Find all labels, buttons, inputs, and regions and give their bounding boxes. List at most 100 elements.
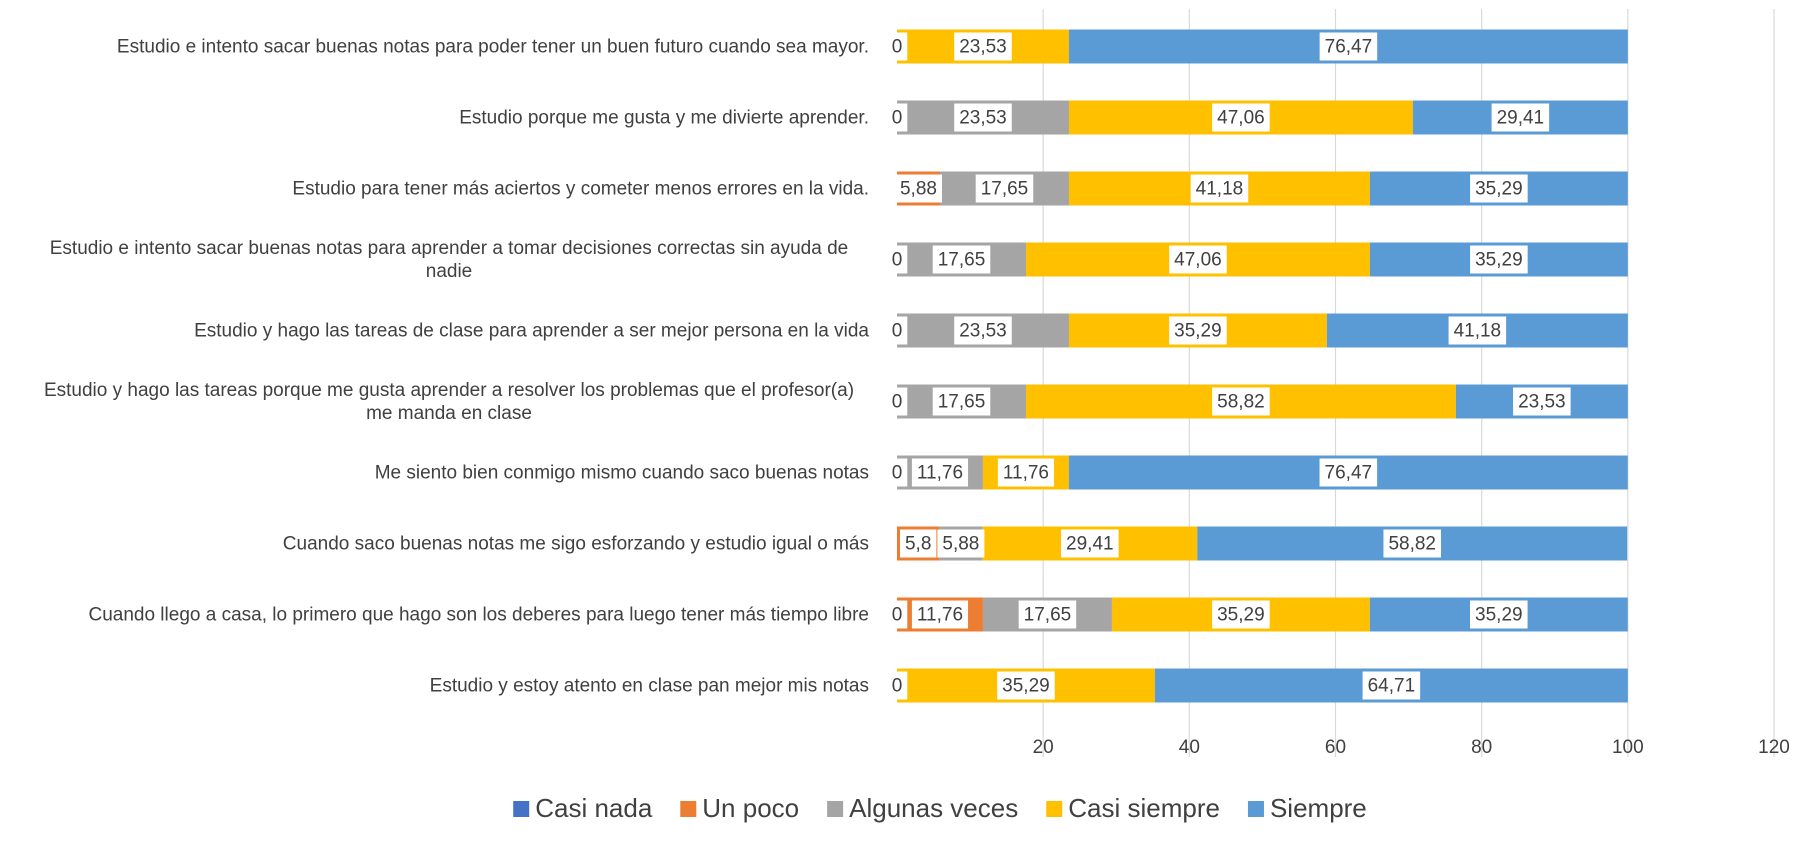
data-label: 11,76 [917, 463, 963, 484]
data-label-bg [886, 458, 908, 487]
data-label: 23,53 [959, 108, 1007, 129]
data-label: 0 [892, 108, 903, 129]
data-label: 58,82 [1388, 534, 1436, 555]
data-label-bg [886, 245, 908, 274]
data-label-bg [954, 316, 1012, 345]
legend-label: Algunas veces [849, 793, 1018, 823]
data-label-bg [886, 387, 908, 416]
data-label: 5,88 [942, 534, 979, 555]
data-label: 5,88 [900, 179, 937, 200]
data-label-bg [954, 32, 1012, 61]
x-tick-label: 60 [1325, 737, 1346, 758]
data-label: 35,29 [1174, 321, 1222, 342]
data-label-bg [1061, 529, 1119, 558]
data-label: 35,29 [1475, 179, 1523, 200]
data-label: 35,29 [1475, 250, 1523, 271]
data-label-bg [1212, 103, 1270, 132]
legend-label: Casi nada [535, 793, 653, 823]
data-label-bg [911, 458, 969, 487]
data-label-bg [1319, 32, 1378, 61]
data-label-bg [1470, 600, 1528, 629]
data-label: 23,53 [959, 321, 1007, 342]
data-label: 47,06 [1174, 250, 1222, 271]
data-label-bg [886, 600, 908, 629]
data-label-bg [1448, 316, 1507, 345]
data-label: 0 [892, 676, 903, 697]
category-label: Estudio e intento sacar buenas notas par… [116, 36, 869, 57]
x-tick-label: 80 [1471, 737, 1492, 758]
data-label: 41,18 [1196, 179, 1244, 200]
data-label-bg [997, 671, 1055, 700]
data-label-bg [1470, 174, 1528, 203]
data-label: 11,76 [917, 605, 963, 626]
data-label-bg [1319, 458, 1378, 487]
data-label: 58,82 [1217, 392, 1265, 413]
data-label-bg [997, 458, 1054, 487]
data-label: 5,8 [905, 534, 931, 555]
data-label-bg [1212, 600, 1270, 629]
data-label-bg [911, 600, 969, 629]
category-label: Estudio y hago las tareas de clase para … [194, 320, 869, 341]
category-label: Estudio porque me gusta y me divierte ap… [459, 107, 869, 128]
data-label: 11,76 [1003, 463, 1049, 484]
data-label: 17,65 [1024, 605, 1072, 626]
category-label: Estudio e intento sacar buenas notas par… [49, 237, 849, 282]
data-label-bg [894, 174, 942, 203]
x-tick-label: 20 [1033, 737, 1054, 758]
data-label-bg [1018, 600, 1077, 629]
data-label: 17,65 [938, 250, 986, 271]
data-label: 76,47 [1325, 37, 1373, 58]
data-label-bg [932, 245, 991, 274]
legend-swatch [1247, 801, 1264, 817]
data-label: 41,18 [1454, 321, 1502, 342]
data-label: 23,53 [959, 37, 1007, 58]
data-label-bg [886, 671, 908, 700]
data-label: 29,41 [1497, 108, 1545, 129]
data-label-bg [1169, 316, 1227, 345]
category-label: Estudio y hago las tareas porque me gust… [43, 379, 855, 424]
category-label: Me siento bien conmigo mismo cuando saco… [374, 462, 869, 483]
data-label-bg [899, 529, 937, 558]
data-label: 0 [892, 463, 903, 484]
legend-swatch [1046, 801, 1063, 817]
data-label: 0 [892, 321, 903, 342]
data-label: 76,47 [1325, 463, 1373, 484]
legend-label: Un poco [702, 793, 799, 823]
data-label-bg [1491, 103, 1550, 132]
legend-label: Casi siempre [1068, 793, 1220, 823]
data-label-bg [1383, 529, 1442, 558]
data-label-bg [1362, 671, 1421, 700]
data-label-bg [937, 529, 985, 558]
data-label-bg [886, 103, 908, 132]
legend-swatch [680, 801, 697, 817]
data-label: 64,71 [1368, 676, 1416, 697]
data-label: 35,29 [1217, 605, 1265, 626]
data-label-bg [886, 316, 908, 345]
legend-label: Siempre [1270, 793, 1367, 823]
data-label: 0 [892, 392, 903, 413]
data-label-bg [1190, 174, 1249, 203]
data-label-bg [1470, 245, 1528, 274]
data-label-bg [1212, 387, 1270, 416]
data-label: 47,06 [1217, 108, 1265, 129]
data-label: 17,65 [981, 179, 1029, 200]
x-tick-label: 120 [1758, 737, 1790, 758]
data-label-bg [954, 103, 1012, 132]
data-label-bg [886, 32, 908, 61]
data-label-bg [1513, 387, 1571, 416]
category-label: Cuando saco buenas notas me sigo esforza… [282, 533, 869, 554]
data-label-bg [1169, 245, 1227, 274]
data-label: 35,29 [1475, 605, 1523, 626]
data-label: 17,65 [938, 392, 986, 413]
data-label-bg [932, 387, 991, 416]
x-tick-label: 40 [1179, 737, 1200, 758]
data-label-bg [975, 174, 1034, 203]
data-label: 29,41 [1066, 534, 1114, 555]
data-label: 0 [892, 605, 903, 626]
category-label: Estudio para tener más aciertos y comete… [292, 178, 869, 199]
legend-swatch [513, 801, 530, 817]
category-label: Cuando llego a casa, lo primero que hago… [88, 604, 869, 625]
legend-swatch [827, 801, 844, 817]
